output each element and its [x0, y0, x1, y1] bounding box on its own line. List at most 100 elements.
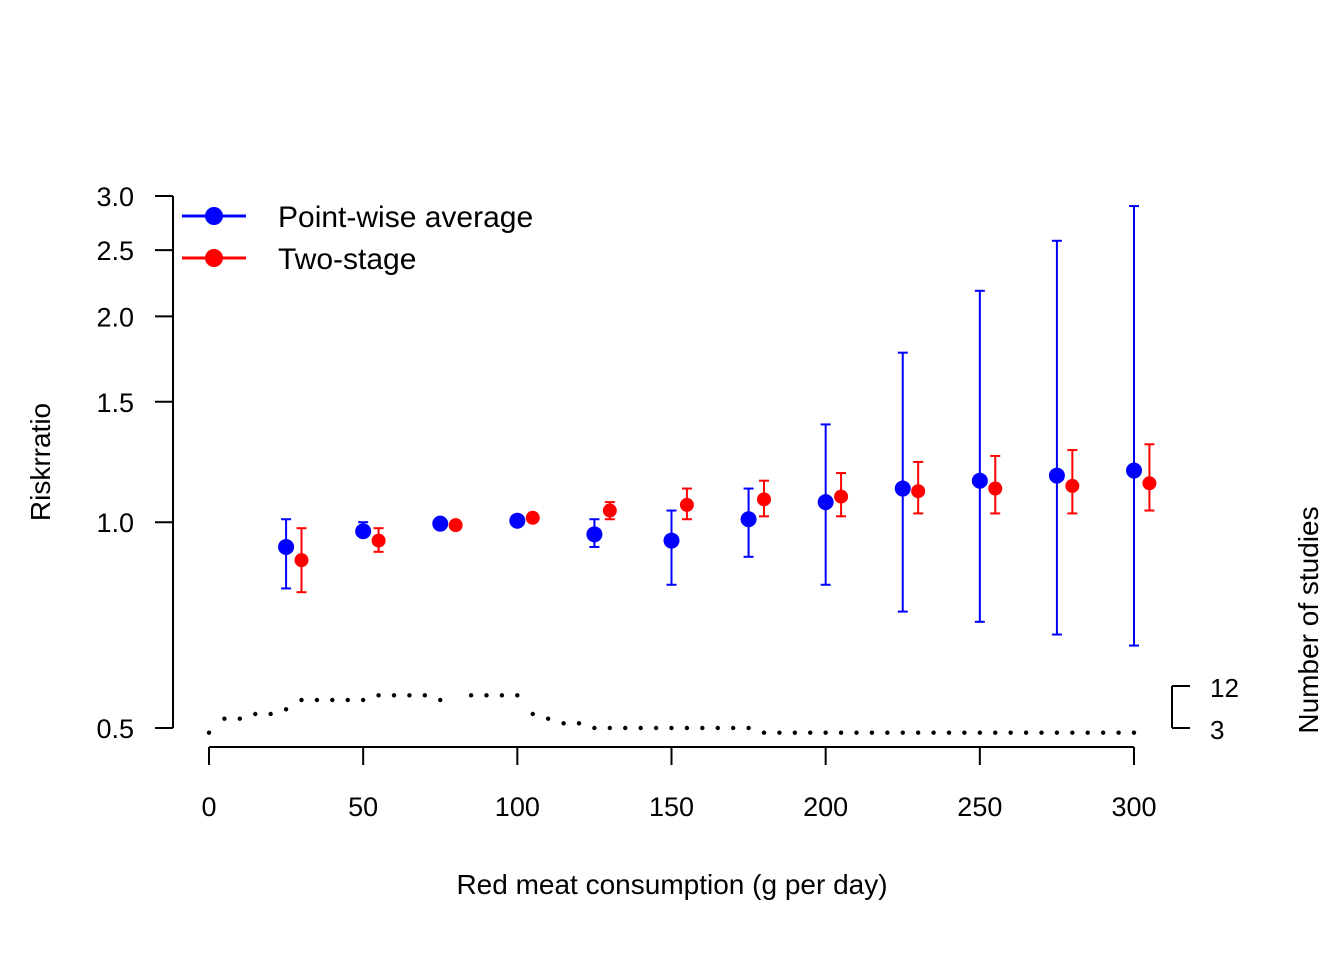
studies-dot: [684, 725, 690, 731]
y-tick-label-1.5: 1.5: [96, 388, 134, 418]
legend-label-point-wise: Point-wise average: [278, 201, 533, 234]
data-point: [1048, 467, 1065, 484]
studies-dot: [376, 693, 381, 698]
studies-dot: [607, 725, 613, 731]
studies-dot: [885, 730, 890, 735]
y-tick-label-2.0: 2.0: [96, 302, 134, 332]
y-axis-ticks: 0.5 1.0 1.5 2.0 2.5 3.0: [96, 182, 173, 744]
studies-dot: [391, 693, 397, 698]
studies-dot: [592, 725, 597, 731]
data-point: [911, 484, 926, 499]
data-point: [757, 492, 771, 507]
data-point: [371, 533, 386, 548]
data-point: [586, 526, 603, 543]
studies-dot: [576, 721, 582, 726]
studies-dot: [222, 716, 227, 721]
x-axis-label: Red meat consumption (g per day): [456, 869, 887, 900]
studies-dot: [468, 693, 474, 698]
studies-dot: [746, 725, 751, 731]
data-point: [988, 481, 1003, 496]
series-layer: [278, 205, 1157, 647]
studies-dot: [422, 693, 428, 698]
x-tick-label-100: 100: [495, 792, 540, 822]
studies-dot: [808, 730, 813, 735]
studies-dot: [1100, 730, 1106, 735]
studies-dot: [545, 716, 551, 721]
studies-dot: [1008, 730, 1013, 735]
studies-dot: [638, 725, 643, 731]
studies-dot: [330, 697, 335, 703]
studies-dot: [900, 730, 905, 735]
studies-tick-label-3: 3: [1210, 715, 1224, 745]
x-axis-ticks: 0 50 100 150 200 250 300: [201, 747, 1157, 822]
studies-axis-label: Number of studies: [1293, 506, 1324, 733]
studies-dot: [1039, 730, 1044, 735]
studies-dot: [253, 711, 258, 717]
studies-dot: [237, 716, 243, 721]
series-two-stage: [294, 443, 1157, 594]
studies-dot: [915, 730, 921, 735]
data-point: [971, 472, 988, 489]
studies-dot: [838, 730, 844, 735]
x-tick-label-150: 150: [649, 792, 694, 822]
legend-marker-two-stage: [205, 249, 223, 267]
studies-dot: [1054, 730, 1060, 735]
studies-dot: [653, 725, 659, 731]
data-point: [663, 532, 680, 549]
data-point: [448, 518, 463, 533]
data-point: [355, 523, 372, 540]
studies-dot: [299, 697, 304, 703]
studies-dot: [931, 730, 936, 735]
data-point: [1126, 462, 1142, 479]
studies-dot: [407, 693, 412, 698]
legend: Point-wise average Two-stage: [182, 201, 533, 276]
data-point: [817, 494, 834, 511]
studies-dot: [438, 697, 443, 703]
studies-dot: [561, 721, 566, 726]
data-point: [432, 515, 449, 532]
studies-dot: [1131, 730, 1137, 735]
y-tick-label-0.5: 0.5: [96, 714, 134, 744]
studies-dot: [484, 693, 489, 698]
studies-dot: [977, 730, 983, 735]
studies-dot: [993, 730, 998, 735]
x-tick-label-50: 50: [348, 792, 378, 822]
y-tick-label-1.0: 1.0: [96, 508, 134, 538]
studies-dot: [515, 693, 520, 698]
studies-dot: [1023, 730, 1029, 735]
studies-dot: [268, 711, 273, 717]
studies-dot: [777, 730, 782, 735]
x-tick-label-250: 250: [957, 792, 1002, 822]
studies-dotted-line: [206, 693, 1137, 735]
studies-dot: [283, 707, 289, 712]
data-point: [740, 511, 757, 528]
studies-dot: [314, 697, 320, 703]
legend-label-two-stage: Two-stage: [278, 243, 416, 276]
studies-dot: [345, 697, 350, 703]
x-tick-label-0: 0: [201, 792, 216, 822]
studies-dot: [854, 730, 859, 735]
y-axis-label: Riskrratio: [25, 403, 56, 521]
studies-dot: [946, 730, 952, 735]
studies-dot: [962, 730, 967, 735]
studies-dot: [669, 725, 674, 731]
y-tick-label-2.5: 2.5: [96, 236, 134, 266]
data-point: [1142, 476, 1157, 491]
studies-dot: [1116, 730, 1121, 735]
data-point: [278, 538, 295, 555]
x-tick-label-300: 300: [1111, 792, 1156, 822]
studies-dot: [360, 697, 366, 703]
data-point: [525, 510, 540, 525]
studies-dot: [1070, 730, 1075, 735]
studies-dot: [730, 725, 736, 731]
studies-dot: [1085, 730, 1090, 735]
studies-dot: [530, 711, 535, 717]
y-tick-label-3.0: 3.0: [96, 182, 134, 212]
data-point: [602, 503, 617, 518]
studies-dot: [623, 725, 628, 731]
studies-dot: [823, 730, 828, 735]
data-point: [509, 512, 526, 529]
studies-dot: [700, 725, 705, 731]
studies-dot: [761, 730, 767, 735]
